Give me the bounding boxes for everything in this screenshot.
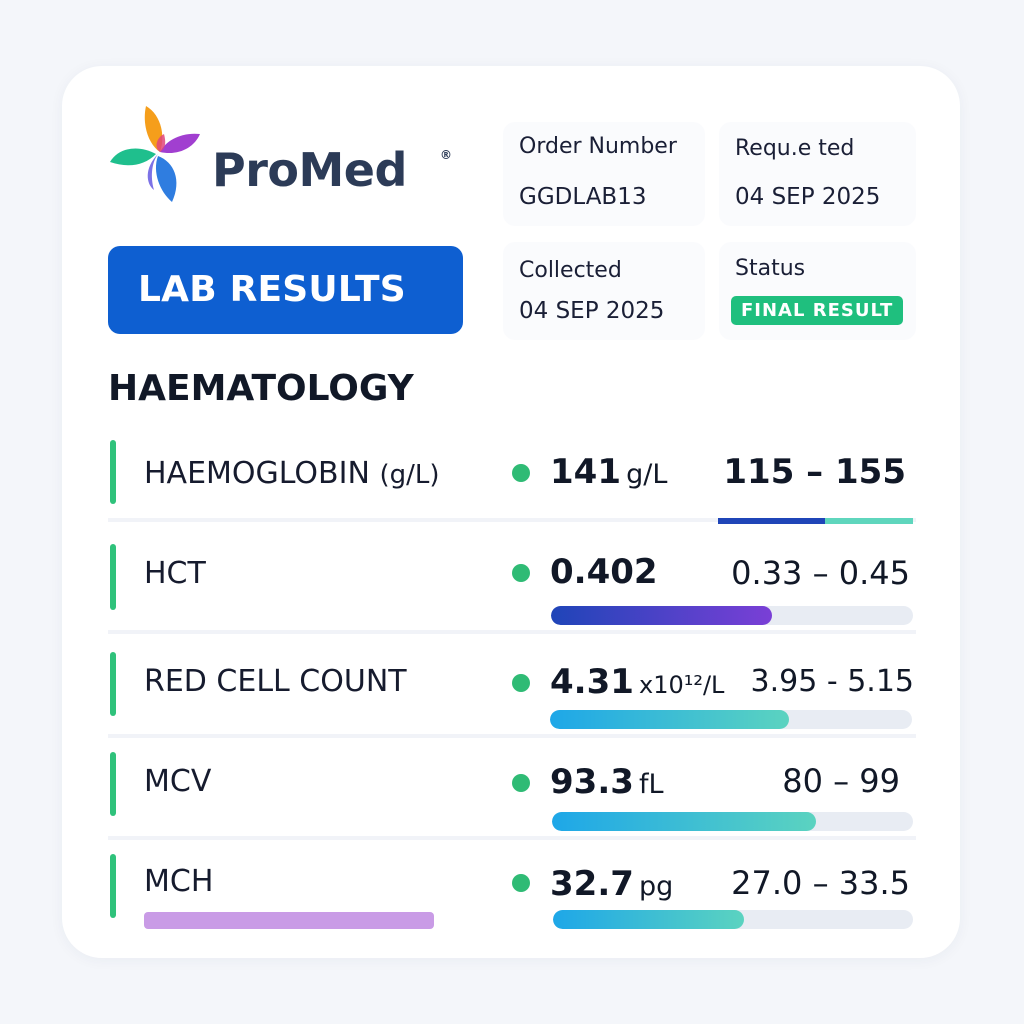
row-accent-marker: [110, 544, 116, 610]
collected-tile: Collected 04 SEP 2025: [503, 242, 705, 340]
row-accent-marker: [110, 652, 116, 716]
test-row-red-cell-count: RED CELL COUNT 4.31 x10¹²/L 3.95 - 5.15: [108, 648, 916, 742]
test-value-number: 141: [550, 452, 621, 492]
test-name-label: HCT: [144, 556, 206, 591]
reference-range: 3.95 - 5.15: [750, 664, 915, 699]
test-row-mcv: MCV 93.3 fL 80 – 99: [108, 748, 916, 844]
test-tag-bar: [144, 912, 434, 929]
test-row-mch: MCH 32.7 pg 27.0 – 33.5: [108, 850, 916, 940]
reference-range: 0.33 – 0.45: [731, 554, 910, 592]
test-name-label: HAEMOGLOBIN: [144, 456, 370, 491]
test-name-label: RED CELL COUNT: [144, 664, 407, 699]
test-value: 141 g/L: [550, 452, 667, 492]
row-divider: [108, 734, 916, 738]
test-name-unit: (g/L): [379, 460, 440, 490]
test-value-number: 4.31: [550, 662, 634, 702]
reference-range: 27.0 – 33.5: [731, 864, 910, 902]
order-number-tile: Order Number GGDLAB13: [503, 122, 705, 226]
test-value: 4.31 x10¹²/L: [550, 662, 724, 702]
level-bar-fill: [550, 710, 789, 729]
requested-tile: Requ.e ted 04 SEP 2025: [719, 122, 916, 226]
row-divider: [108, 518, 916, 522]
row-accent-marker: [110, 440, 116, 504]
collected-value: 04 SEP 2025: [519, 298, 665, 324]
test-value-unit: fL: [638, 769, 664, 800]
level-bar: [551, 606, 913, 625]
requested-label: Requ.e ted: [735, 136, 855, 161]
row-accent-marker: [110, 854, 116, 918]
test-value-unit: g/L: [626, 459, 668, 490]
test-value: 93.3 fL: [550, 762, 664, 802]
level-bar: [718, 518, 913, 524]
status-dot: [512, 674, 530, 692]
reference-range: 115 – 155: [723, 452, 906, 492]
test-value-number: 93.3: [550, 762, 634, 802]
test-row-haemoglobin: HAEMOGLOBIN (g/L) 141 g/L 115 – 155: [108, 438, 916, 530]
level-bar-fill: [551, 606, 772, 625]
level-bar-fill: [718, 518, 826, 524]
section-title: HAEMATOLOGY: [108, 368, 414, 409]
row-accent-marker: [110, 752, 116, 816]
collected-label: Collected: [519, 258, 622, 283]
registered-mark: ®: [440, 148, 452, 162]
test-value-number: 0.402: [550, 552, 658, 592]
brand-name: ProMed: [212, 143, 407, 197]
status-dot: [512, 874, 530, 892]
order-number-label: Order Number: [519, 134, 677, 159]
status-badge: FINAL RESULT: [731, 296, 904, 325]
row-divider: [108, 836, 916, 840]
row-divider: [108, 630, 916, 634]
test-name-label: MCH: [144, 864, 214, 899]
level-bar: [553, 910, 913, 929]
lab-results-button[interactable]: LAB RESULTS: [108, 246, 463, 334]
test-value-unit: pg: [638, 871, 674, 902]
status-dot: [512, 564, 530, 582]
test-value: 32.7 pg: [550, 864, 673, 904]
test-row-hct: HCT 0.402 0.33 – 0.45: [108, 540, 916, 636]
requested-value: 04 SEP 2025: [735, 184, 881, 210]
test-name: HAEMOGLOBIN (g/L): [144, 456, 440, 491]
promed-logo-icon: [110, 106, 200, 202]
test-value-unit: x10¹²/L: [638, 671, 725, 699]
status-dot: [512, 464, 530, 482]
test-value: 0.402: [550, 552, 658, 592]
status-dot: [512, 774, 530, 792]
level-bar: [550, 710, 912, 729]
status-label: Status: [735, 256, 806, 281]
level-bar-fill: [552, 812, 816, 831]
order-number-value: GGDLAB13: [519, 184, 647, 210]
level-bar: [552, 812, 913, 831]
reference-range: 80 – 99: [782, 762, 900, 800]
status-tile: Status FINAL RESULT: [719, 242, 916, 340]
test-value-number: 32.7: [550, 864, 634, 904]
level-bar-fill: [553, 910, 744, 929]
test-name-label: MCV: [144, 764, 212, 799]
